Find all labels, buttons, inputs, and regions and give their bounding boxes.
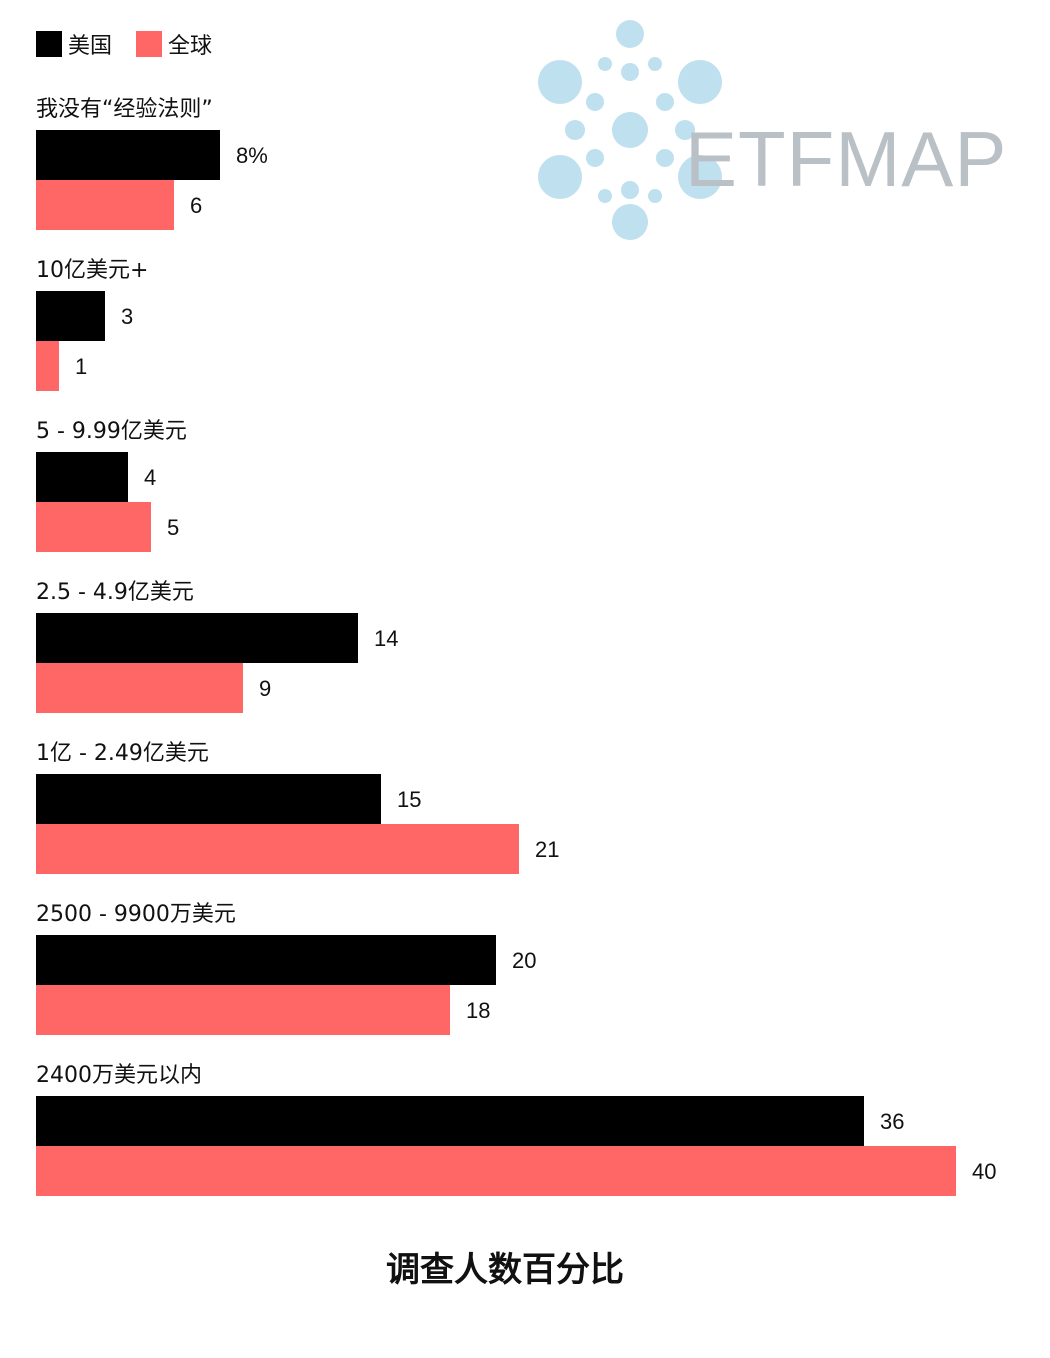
data-label: 5 [167,515,179,540]
data-label: 6 [190,193,202,218]
bar-global [36,1146,956,1196]
legend-swatch-us [36,31,62,57]
category-label: 2.5 - 4.9亿美元 [36,580,194,605]
legend-item-us: 美国 [36,28,112,60]
molecule-logo-icon [538,20,722,240]
category-label: 1亿 - 2.49亿美元 [36,741,209,766]
data-label: 40 [972,1159,996,1184]
bar-global [36,180,174,230]
bar-global [36,985,450,1035]
bar-global [36,341,59,391]
data-label: 18 [466,998,490,1023]
bar-global [36,824,519,874]
data-label: 14 [374,626,398,651]
data-label: 4 [144,465,156,490]
bar-us [36,291,105,341]
category-label: 10亿美元+ [36,258,148,283]
legend: 美国 全球 [36,28,236,60]
bar-us [36,1096,864,1146]
legend-label-us: 美国 [68,34,113,59]
legend-item-global: 全球 [136,28,212,60]
data-label: 3 [121,304,133,329]
bar-us [36,130,220,180]
category-label: 我没有“经验法则” [36,97,213,122]
bar-us [36,935,496,985]
data-label: 9 [259,676,271,701]
data-label: 36 [880,1109,904,1134]
legend-label-global: 全球 [168,34,213,59]
bar-global [36,502,151,552]
data-label: 21 [535,837,559,862]
bar-us [36,613,358,663]
category-label: 5 - 9.99亿美元 [36,419,187,444]
category-label: 2400万美元以内 [36,1063,202,1088]
etfmap-logo: ETFMAP [530,12,1006,252]
data-label: 15 [397,787,421,812]
bar-global [36,663,243,713]
bar-us [36,774,381,824]
bar-us [36,452,128,502]
data-label: 20 [512,948,536,973]
category-label: 2500 - 9900万美元 [36,902,236,927]
data-label: 8% [236,143,268,168]
logo-text: ETFMAP [685,115,1008,203]
legend-swatch-global [136,31,163,57]
data-label: 1 [75,354,87,379]
chart-title: 调查人数百分比 [386,1250,624,1290]
